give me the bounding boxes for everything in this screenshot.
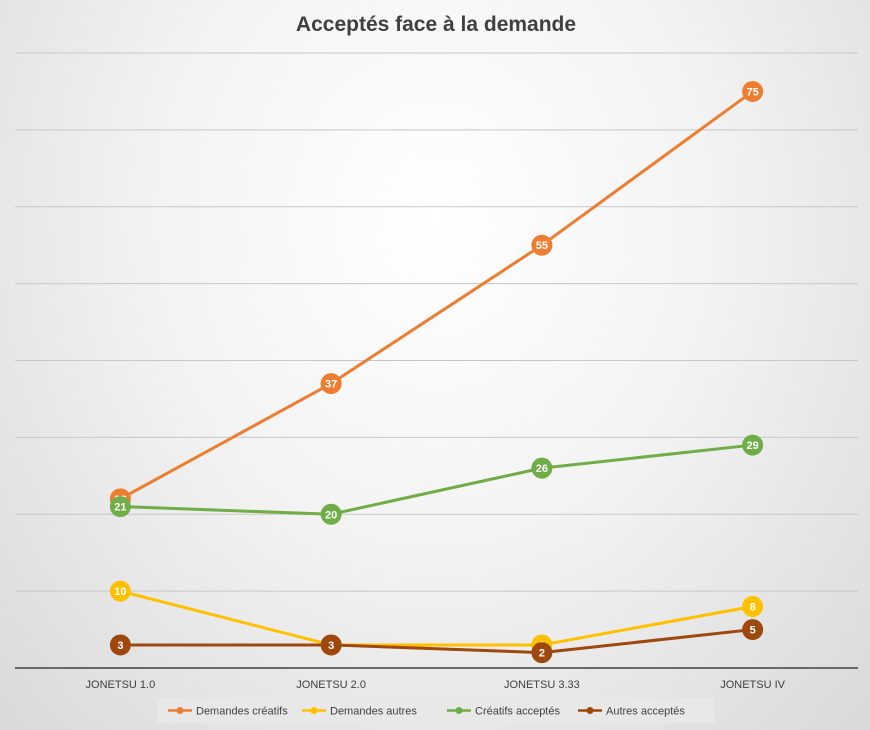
legend-box xyxy=(157,698,714,723)
data-label: 10 xyxy=(114,586,126,598)
chart-title: Acceptés face à la demande xyxy=(296,13,576,36)
data-point xyxy=(109,634,131,656)
data-label: 2 xyxy=(539,648,545,660)
data-point xyxy=(742,596,764,617)
data-label: 26 xyxy=(536,463,548,475)
data-point xyxy=(531,457,553,479)
data-point xyxy=(742,80,764,102)
data-point xyxy=(531,234,553,256)
data-label: 75 xyxy=(747,86,759,98)
data-point xyxy=(109,580,131,602)
data-label: 5 xyxy=(750,625,756,637)
legend-label: Demandes autres xyxy=(330,706,417,718)
data-label: 37 xyxy=(325,379,337,391)
legend: Demandes créatifs Demandes autres Créatifs… xyxy=(157,698,714,723)
data-point xyxy=(109,496,131,518)
series-group: 2237557510338212026293325 xyxy=(109,80,764,664)
legend-marker xyxy=(176,707,184,714)
legend-marker xyxy=(455,707,463,714)
series-line xyxy=(118,443,755,516)
series-line xyxy=(118,628,755,655)
legend-label: Demandes créatifs xyxy=(196,706,288,718)
data-label: 55 xyxy=(536,240,548,252)
data-point xyxy=(320,634,342,656)
data-label: 20 xyxy=(325,509,337,521)
data-label: 21 xyxy=(114,502,126,514)
series-line xyxy=(118,89,755,501)
x-axis: JONETSU 1.0 JONETSU 2.0 JONETSU 3.33 JONETS… xyxy=(15,667,858,691)
x-tick-label: JONETSU 3.33 xyxy=(504,679,580,691)
data-point xyxy=(320,373,342,395)
gridlines xyxy=(15,52,858,592)
x-tick-label: JONETSU 2.0 xyxy=(296,679,366,691)
data-label: 29 xyxy=(747,440,759,452)
data-label: 3 xyxy=(328,640,334,652)
x-tick-label: JONETSU 1.0 xyxy=(86,679,156,691)
legend-label: Créatifs acceptés xyxy=(475,706,560,718)
legend-label: Autres acceptés xyxy=(606,706,685,718)
data-point xyxy=(742,434,764,456)
data-point xyxy=(531,642,553,664)
x-tick-label: JONETSU IV xyxy=(720,679,785,691)
data-label: 8 xyxy=(750,602,756,614)
data-point xyxy=(742,619,764,641)
legend-marker xyxy=(586,707,594,714)
series-line xyxy=(118,589,755,647)
data-label: 3 xyxy=(117,640,123,652)
legend-marker xyxy=(310,707,318,714)
data-point xyxy=(320,503,342,525)
